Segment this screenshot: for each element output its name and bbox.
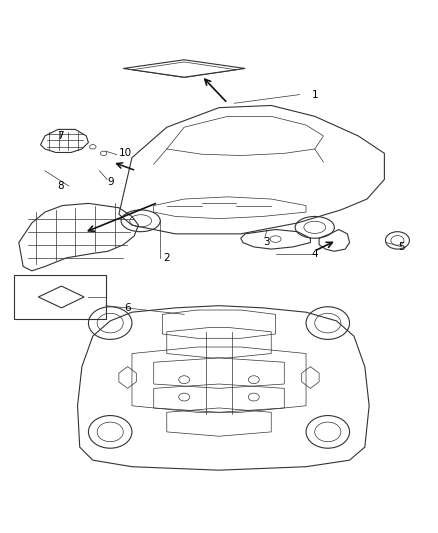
Text: 1: 1 [311,90,318,100]
Text: 8: 8 [57,181,64,191]
Text: 4: 4 [311,249,318,260]
Text: 7: 7 [57,131,64,141]
Bar [14,275,106,319]
Text: 9: 9 [107,176,113,187]
Text: 3: 3 [264,237,270,247]
Text: 5: 5 [399,242,405,252]
Text: 2: 2 [163,253,170,263]
Text: 10: 10 [119,148,132,158]
Text: 6: 6 [124,303,131,313]
